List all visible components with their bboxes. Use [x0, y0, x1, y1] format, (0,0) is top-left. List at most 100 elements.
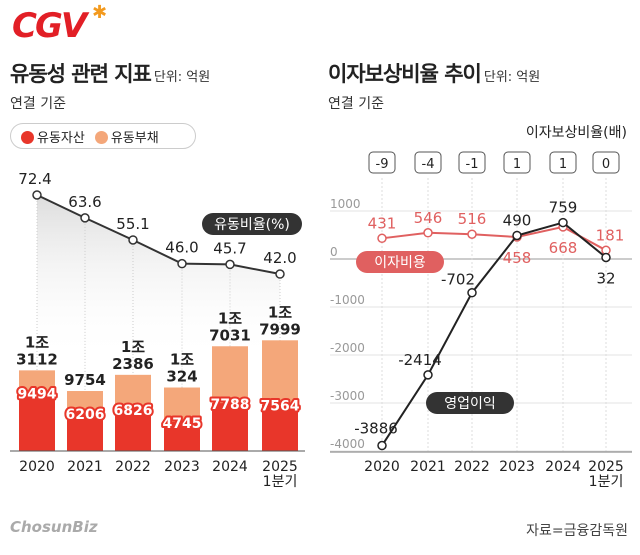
liability-label: 3112: [16, 350, 58, 368]
asset-label: 9494: [18, 387, 57, 403]
ratio-box: [592, 151, 620, 174]
liability-label: 7031: [209, 326, 251, 344]
interest-label: 458: [503, 249, 532, 267]
asset-bar: [164, 421, 200, 451]
interest-label: 181: [596, 226, 625, 244]
operating-point: [377, 440, 387, 451]
x-tick-label: 1분기: [263, 474, 298, 490]
x-tick-label: 2020: [19, 459, 55, 475]
operating-point: [467, 287, 477, 298]
x-tick-label: 2023: [499, 459, 535, 475]
liability-label: 9754: [64, 371, 106, 389]
liability-dot-icon: [94, 130, 108, 144]
ratio-pill-bg: [202, 213, 302, 235]
right-subtitle: 연결 기준: [328, 96, 384, 112]
x-tick-label: 2025: [588, 459, 624, 475]
y-tick-label: -1000: [330, 293, 365, 307]
asset-label: 6826: [114, 403, 153, 419]
left-unit: 단위: 억원: [153, 70, 211, 85]
operating-point: [558, 217, 568, 228]
x-tick-label: 2021: [67, 459, 103, 475]
asset-bar: [67, 412, 103, 451]
ratio-label: 42.0: [263, 249, 296, 267]
legend-asset: 유동자산: [21, 127, 85, 146]
asset-label: 6206: [66, 407, 105, 423]
asset-dot-icon: [21, 130, 34, 144]
asset-label: 4745: [163, 416, 202, 432]
chosunbiz-logo: ChosunBiz: [10, 518, 98, 536]
asset-bar: [262, 404, 298, 451]
interest-point: [423, 228, 433, 238]
right-title-text: 이자보상비율 추이: [328, 62, 482, 86]
operating-line: [381, 221, 607, 447]
cgv-logo: CGV: [12, 6, 87, 46]
y-tick-label: -4000: [330, 437, 365, 451]
asset-label: 7788: [211, 397, 250, 413]
y-tick-label: 1000: [330, 197, 361, 211]
ratio-value: -9: [376, 157, 389, 172]
asset-bar: [212, 403, 248, 451]
ratio-area: [37, 195, 280, 360]
ratio-box: [414, 151, 442, 174]
y-tick-label: 0: [330, 245, 338, 259]
ratio-label: 55.1: [116, 215, 149, 233]
liability-label: 1조: [218, 309, 242, 327]
interest-point: [377, 233, 387, 244]
star-icon: ✱: [92, 2, 108, 23]
liability-label: 2386: [112, 355, 154, 373]
ratio-point: [128, 235, 138, 245]
y-tick-label: -2000: [330, 341, 365, 355]
ratio-point: [80, 213, 90, 223]
asset-bar: [19, 392, 55, 451]
ratio-line: [36, 194, 281, 276]
x-tick-label: 1분기: [589, 474, 624, 490]
left-title-text: 유동성 관련 지표: [10, 62, 152, 86]
y-tick-label: -3000: [330, 389, 365, 403]
ratio-point: [275, 269, 285, 279]
interest-line: [381, 225, 607, 252]
legend: 유동자산 유동부채: [10, 123, 196, 149]
operating-label: 759: [549, 199, 578, 217]
liability-label: 7999: [259, 320, 301, 338]
ratio-value: 1: [559, 157, 567, 172]
left-subtitle: 연결 기준: [10, 96, 66, 112]
interest-point: [467, 229, 477, 239]
ratio-value: -4: [422, 157, 435, 172]
liability-label: 1조: [170, 351, 194, 369]
x-tick-label: 2023: [164, 459, 200, 475]
ratio-value: -1: [466, 157, 479, 172]
asset-bar: [115, 409, 151, 451]
ratio-box: [458, 151, 486, 174]
operating-label: 32: [596, 269, 615, 287]
x-tick-label: 2022: [115, 459, 151, 475]
x-tick-label: 2021: [410, 459, 446, 475]
ratio-label: 72.4: [18, 170, 51, 188]
ratio-label: 45.7: [213, 239, 246, 257]
operating-label: -3886: [354, 420, 398, 438]
interest-label: 431: [368, 214, 397, 232]
operating-label: -2414: [398, 351, 442, 369]
interest-pill-bg: [356, 251, 444, 273]
ratio-box: [368, 151, 396, 174]
ratio-value: 1: [513, 157, 521, 172]
ratio-box: [549, 151, 577, 174]
right-unit: 단위: 억원: [483, 70, 541, 85]
operating-point: [423, 370, 433, 380]
ratio-box: [503, 151, 531, 174]
liability-label: 1조: [268, 303, 292, 321]
ratio-title: 이자보상비율(배): [526, 125, 627, 141]
ratio-value: 0: [602, 157, 610, 172]
legend-liability: 유동부채: [94, 127, 159, 146]
x-tick-label: 2020: [364, 459, 400, 475]
liability-label: 1조: [121, 338, 145, 356]
x-tick-label: 2022: [454, 459, 490, 475]
ratio-point: [177, 258, 187, 269]
operating-pill-bg: [426, 392, 514, 414]
left-title: 유동성 관련 지표 단위: 억원: [10, 58, 210, 88]
right-title: 이자보상비율 추이 단위: 억원: [328, 58, 540, 88]
operating-point: [512, 230, 522, 241]
interest-label: 516: [458, 210, 487, 228]
ratio-point: [32, 190, 42, 200]
